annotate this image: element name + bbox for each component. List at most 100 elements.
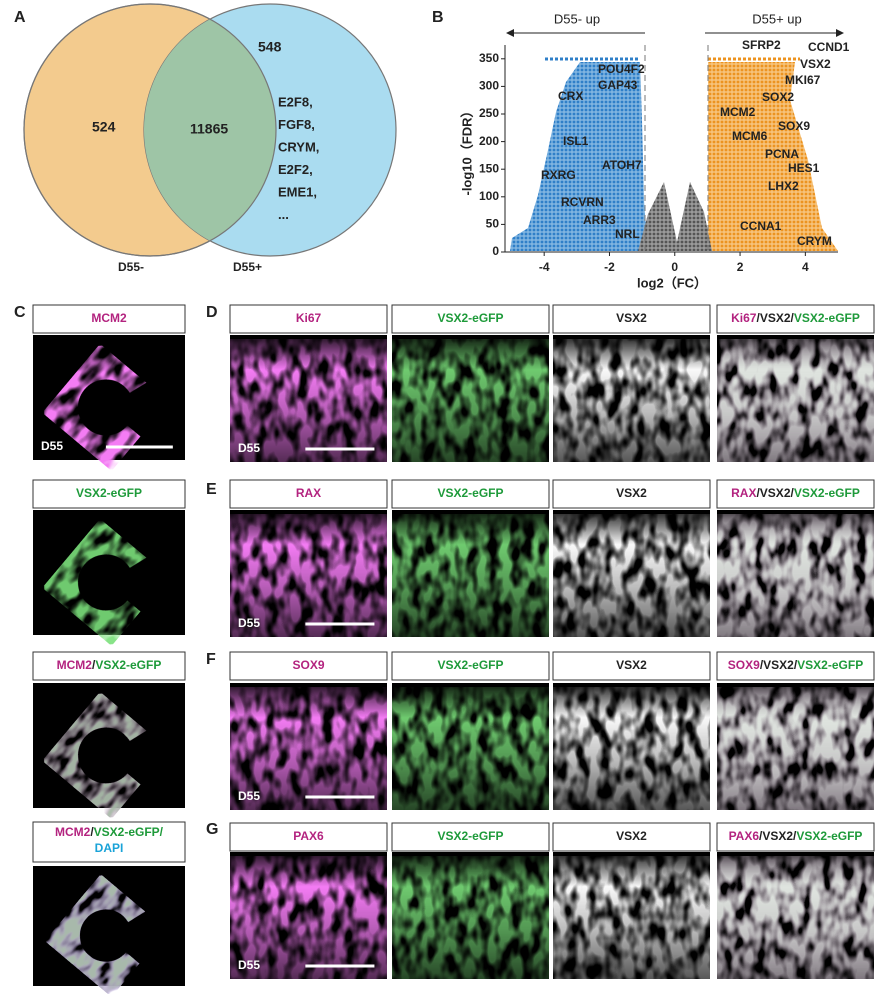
panel-label: MCM2/VSX2-eGFP/: [55, 825, 164, 839]
gene-label: ATOH7: [602, 158, 642, 172]
gene-label: CRYM: [797, 234, 832, 248]
x-tick-label: -2: [604, 260, 615, 274]
x-tick-label: 2: [737, 260, 744, 274]
panel-label: SOX9/VSX2/VSX2-eGFP: [728, 658, 863, 672]
panel-label: VSX2-eGFP: [437, 486, 503, 500]
label-part: PAX6: [729, 829, 760, 843]
panel-label: DAPI: [95, 841, 124, 855]
panel-letter: D: [206, 304, 218, 321]
label-part: RAX: [731, 486, 756, 500]
label-part: MCM2: [91, 311, 127, 325]
x-tick-label: 0: [671, 260, 678, 274]
label-box: [32, 651, 186, 681]
label-part: Ki67: [731, 311, 757, 325]
panel-letter: B: [432, 9, 444, 26]
y-axis-label: -log10（FDR）: [459, 104, 474, 195]
venn-overlap: [144, 4, 276, 256]
panel-label: VSX2-eGFP: [437, 658, 503, 672]
label-part: VSX2-eGFP: [794, 486, 860, 500]
label-box: [32, 479, 186, 509]
down-cloud: [510, 62, 650, 251]
panel-label: VSX2: [616, 311, 647, 325]
x-tick-label: -4: [539, 260, 550, 274]
gene-label: CCNA1: [740, 219, 782, 233]
label-box: [229, 479, 388, 509]
signal: [230, 687, 387, 810]
panel-label: Ki67: [296, 311, 322, 325]
label-box: [391, 304, 550, 334]
panel-label: VSX2: [616, 829, 647, 843]
y-tick-label: 0: [492, 244, 499, 258]
signal: [230, 339, 387, 462]
stage-label: D55: [238, 789, 260, 803]
stage-label: D55: [238, 616, 260, 630]
ns-cloud: [638, 182, 712, 251]
gene-label: POU4F2: [598, 62, 645, 76]
venn-count: 11865: [190, 121, 228, 137]
venn-gene: ...: [278, 207, 289, 222]
signal: [230, 856, 387, 979]
signal: [392, 339, 549, 462]
label-part: RAX: [296, 486, 321, 500]
gene-label: ARR3: [583, 213, 616, 227]
label-part: VSX2: [616, 486, 647, 500]
venn-count: 548: [258, 39, 282, 55]
label-part: /VSX2/: [760, 658, 798, 672]
label-box: [552, 304, 711, 334]
label-box: [716, 651, 875, 681]
label-part: VSX2: [616, 829, 647, 843]
y-tick-label: 100: [479, 189, 499, 203]
gene-label: CCND1: [808, 40, 850, 54]
panel-label: RAX: [296, 486, 321, 500]
panel-label: VSX2-eGFP: [76, 486, 142, 500]
signal: [717, 339, 874, 462]
panel-label: VSX2: [616, 658, 647, 672]
label-box: [391, 822, 550, 852]
venn-gene: CRYM,: [278, 139, 319, 154]
gene-label: RXRG: [541, 168, 576, 182]
gene-label: ISL1: [563, 134, 589, 148]
panel-letter: A: [14, 9, 26, 26]
panel-label: PAX6: [293, 829, 324, 843]
label-part: /VSX2/: [759, 829, 797, 843]
gene-label: SFRP2: [742, 38, 781, 52]
label-part: VSX2: [616, 658, 647, 672]
label-part: PAX6: [293, 829, 324, 843]
signal: [717, 687, 874, 810]
gene-label: MCM6: [732, 129, 768, 143]
gene-label: HES1: [788, 161, 820, 175]
gene-label: LHX2: [768, 179, 799, 193]
label-box: [32, 821, 186, 863]
panel-letter: E: [206, 481, 217, 498]
stage-label: D55: [41, 439, 63, 453]
label-part: SOX9: [728, 658, 760, 672]
gene-label: VSX2: [800, 57, 831, 71]
panel-letter: C: [14, 304, 26, 321]
venn-count: 524: [92, 119, 116, 135]
label-part: VSX2-eGFP: [76, 486, 142, 500]
signal: [392, 687, 549, 810]
volcano-header: D55- up: [554, 11, 600, 26]
gene-label: CRX: [558, 89, 583, 103]
y-tick-label: 250: [479, 106, 499, 120]
volcano-header: D55+ up: [752, 11, 802, 26]
y-tick-label: 50: [486, 217, 500, 231]
gene-label: GAP43: [598, 78, 638, 92]
label-part: VSX2-eGFP/: [94, 825, 164, 839]
label-part: MCM2: [55, 825, 91, 839]
panel-label: MCM2/VSX2-eGFP: [57, 658, 162, 672]
venn-gene: EME1,: [278, 184, 317, 199]
gene-label: NRL: [615, 227, 640, 241]
label-part: VSX2-eGFP: [437, 658, 503, 672]
label-box: [229, 651, 388, 681]
panel-letter: F: [206, 651, 216, 668]
panel-label: SOX9: [292, 658, 324, 672]
label-part: VSX2: [616, 311, 647, 325]
label-part: VSX2-eGFP: [95, 658, 161, 672]
label-box: [229, 304, 388, 334]
gene-label: RCVRN: [561, 195, 604, 209]
signal: [553, 339, 710, 462]
label-part: VSX2-eGFP: [794, 311, 860, 325]
label-box: [552, 479, 711, 509]
panel-label: RAX/VSX2/VSX2-eGFP: [731, 486, 860, 500]
